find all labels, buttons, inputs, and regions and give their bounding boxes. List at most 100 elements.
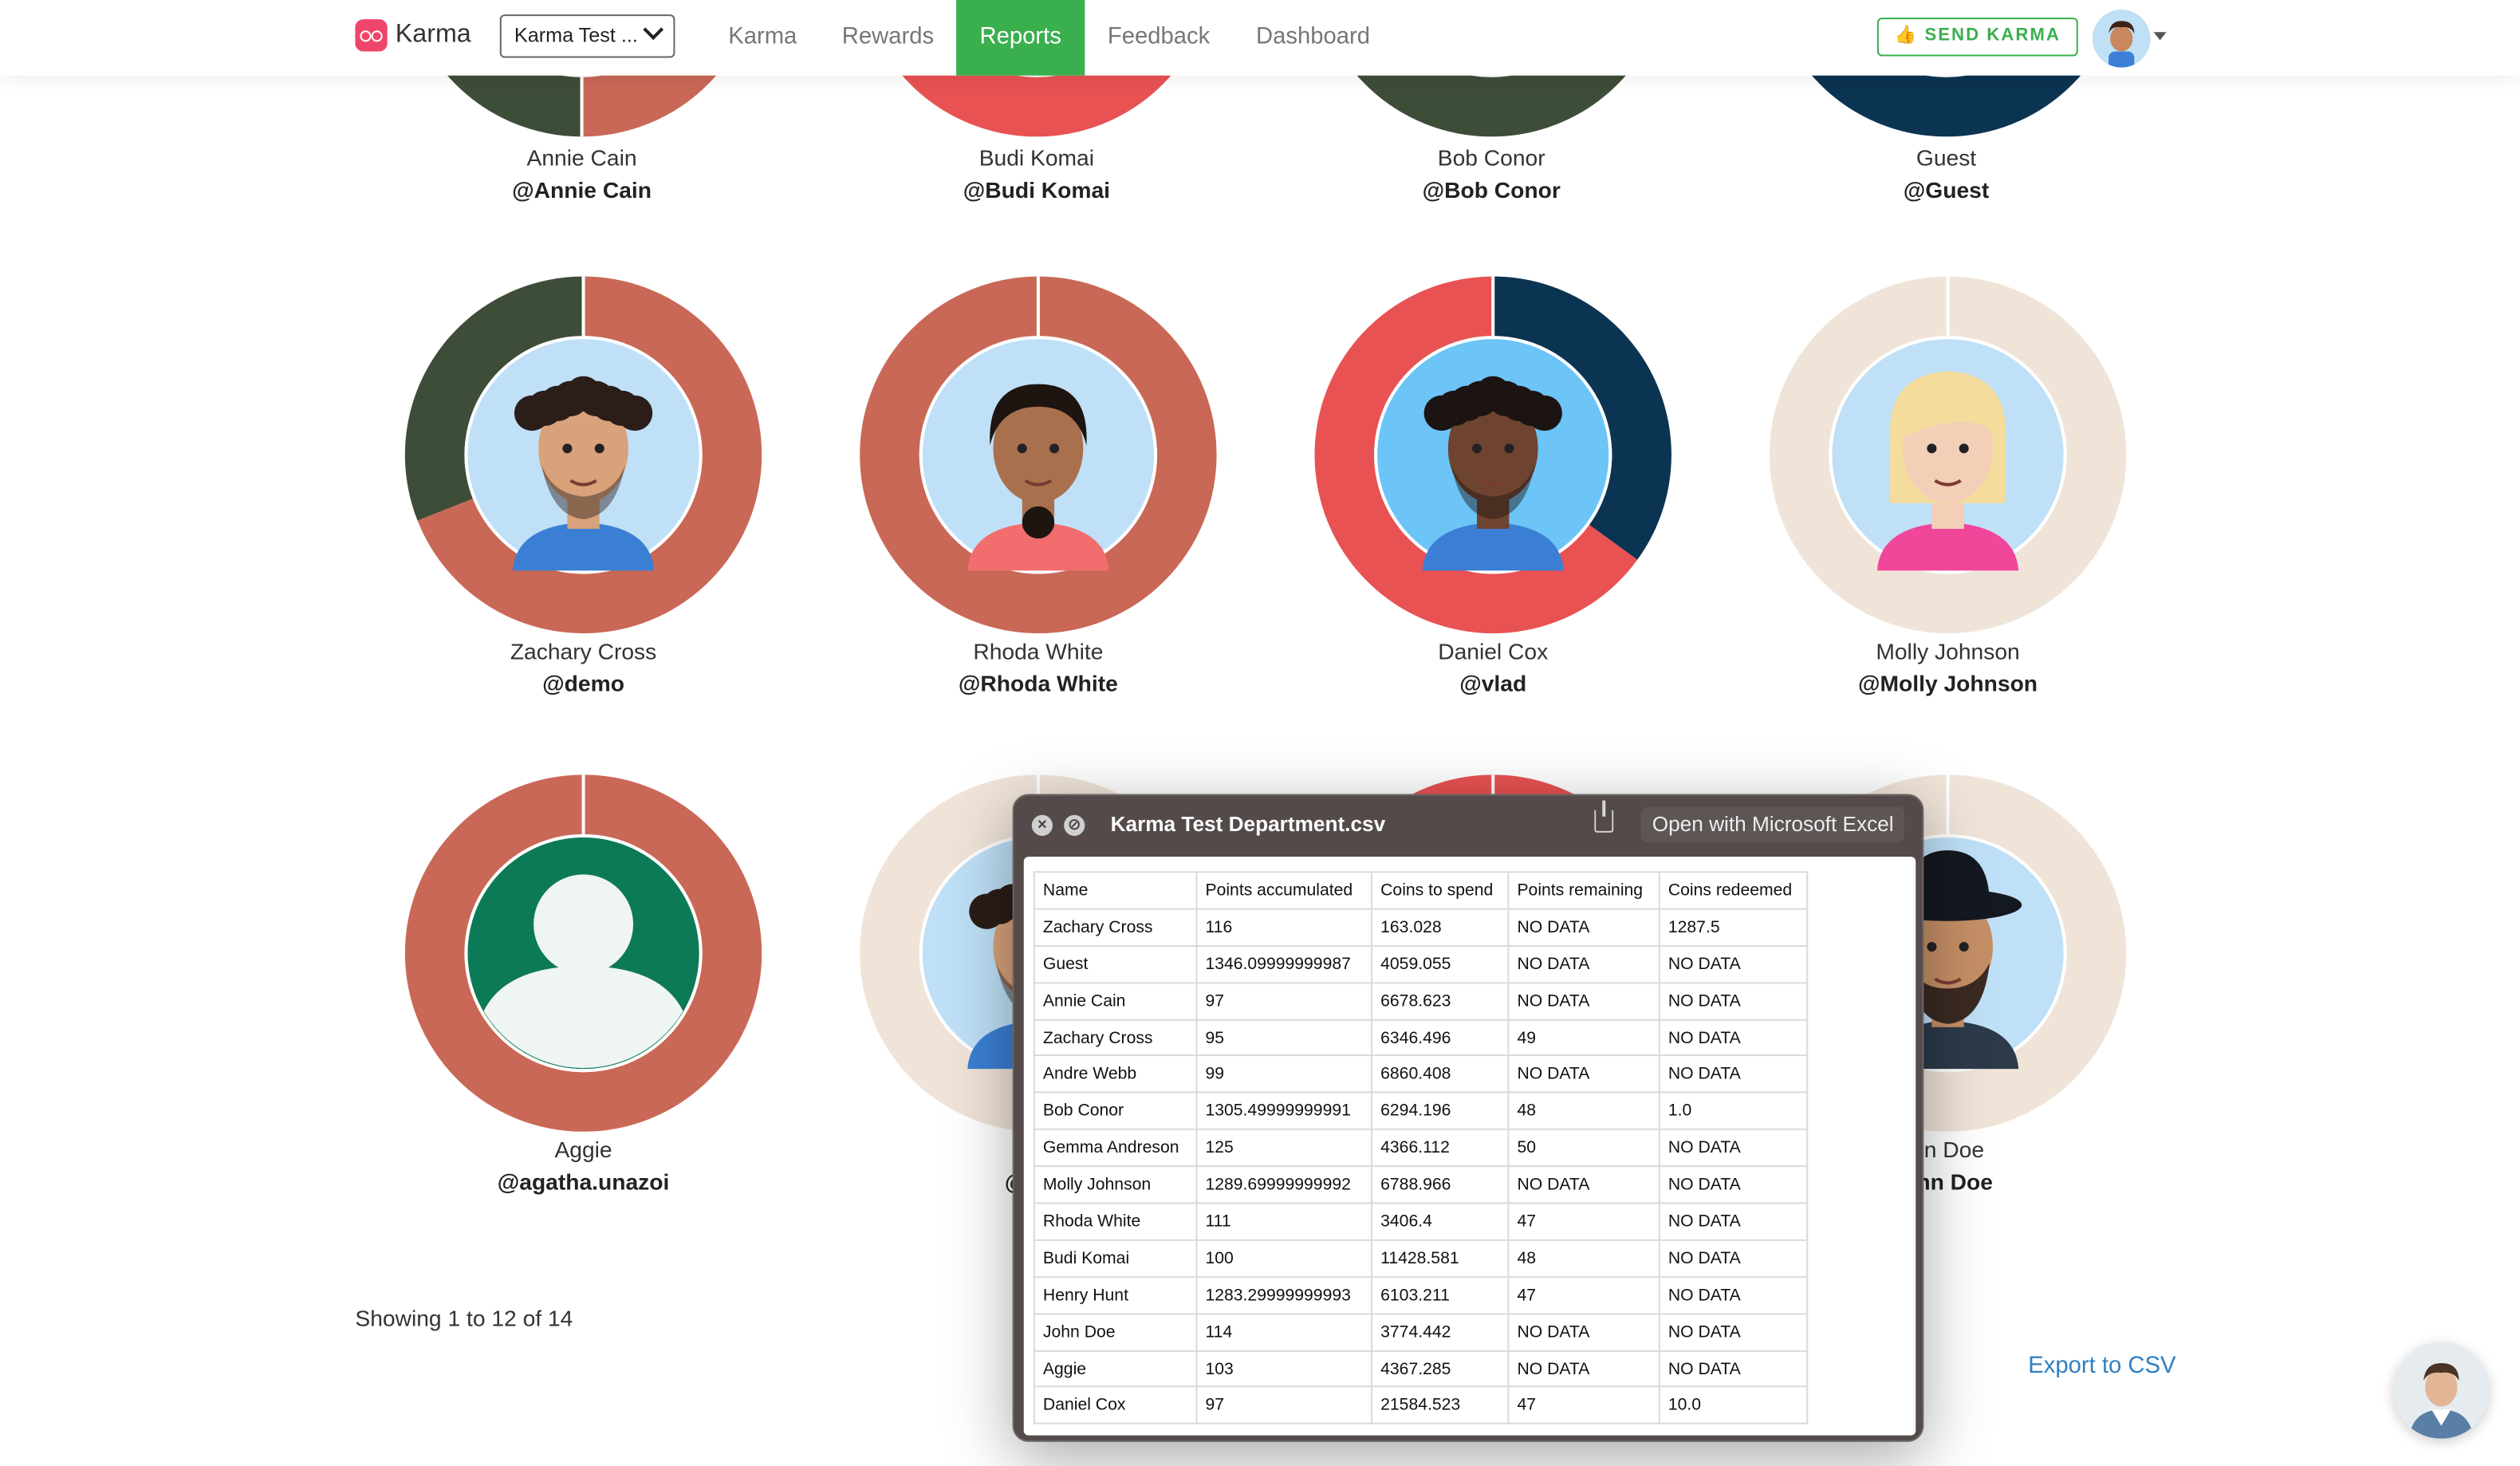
caret-down-icon[interactable] bbox=[2153, 32, 2167, 41]
user-card-name: Molly Johnson bbox=[1876, 638, 2020, 664]
share-icon[interactable] bbox=[1594, 800, 1614, 833]
csv-cell: NO DATA bbox=[1507, 1312, 1660, 1352]
brand[interactable]: Karma bbox=[355, 19, 471, 52]
csv-cell: 114 bbox=[1195, 1312, 1373, 1352]
karma-donut-chart bbox=[860, 276, 1217, 634]
csv-cell: Guest bbox=[1033, 944, 1198, 983]
csv-cell: NO DATA bbox=[1658, 1202, 1809, 1241]
csv-cell: NO DATA bbox=[1658, 1018, 1809, 1057]
user-card-name: Rhoda White bbox=[973, 638, 1104, 664]
user-card[interactable]: Zachary Cross @demo bbox=[404, 275, 763, 700]
user-card-handle: @Annie Cain bbox=[512, 176, 652, 203]
csv-cell: Budi Komai bbox=[1033, 1239, 1198, 1278]
default-user-icon bbox=[467, 837, 699, 1070]
quicklook-window: × ⊘ Karma Test Department.csv Open with … bbox=[1012, 794, 1924, 1442]
dark-curly-man-icon bbox=[1377, 339, 1609, 571]
csv-row: Aggie 103 4367.285 NO DATA NO DATA bbox=[1033, 1350, 1809, 1389]
csv-cell: Zachary Cross bbox=[1033, 908, 1198, 947]
brand-name: Karma bbox=[395, 21, 471, 49]
send-karma-button[interactable]: 👍 SEND KARMA bbox=[1876, 18, 2078, 57]
nav-item-feedback[interactable]: Feedback bbox=[1107, 24, 1211, 50]
csv-row: Daniel Cox 97 21584.523 47 10.0 bbox=[1033, 1386, 1809, 1425]
csv-cell: NO DATA bbox=[1507, 981, 1660, 1020]
csv-row: Henry Hunt 1283.29999999993 6103.211 47 NO D… bbox=[1033, 1275, 1809, 1314]
user-card[interactable]: Aggie @agatha.unazoi bbox=[404, 773, 763, 1197]
csv-cell: NO DATA bbox=[1658, 1054, 1809, 1094]
fullscreen-icon[interactable]: ⊘ bbox=[1064, 814, 1085, 836]
csv-cell: 6103.211 bbox=[1371, 1275, 1510, 1314]
csv-cell: 48 bbox=[1507, 1092, 1660, 1131]
nav-item-reports[interactable]: Reports bbox=[956, 0, 1085, 76]
csv-cell: 116 bbox=[1195, 908, 1373, 947]
csv-cell: Andre Webb bbox=[1033, 1054, 1198, 1094]
user-card-handle: @Bob Conor bbox=[1422, 176, 1561, 203]
csv-cell: Zachary Cross bbox=[1033, 1018, 1198, 1057]
csv-header-cell: Name bbox=[1033, 871, 1198, 910]
nav-item-dashboard[interactable]: Dashboard bbox=[1256, 24, 1370, 50]
csv-cell: NO DATA bbox=[1658, 1165, 1809, 1204]
csv-cell: NO DATA bbox=[1658, 1312, 1809, 1352]
csv-cell: 103 bbox=[1195, 1350, 1373, 1389]
csv-table: Name Points accumulated Coins to spend Poin… bbox=[1033, 871, 1809, 1425]
csv-cell: Aggie bbox=[1033, 1350, 1198, 1389]
csv-cell: 4367.285 bbox=[1371, 1350, 1510, 1389]
user-card-name: Guest bbox=[1916, 144, 1977, 171]
csv-cell: 125 bbox=[1195, 1129, 1373, 1168]
csv-cell: Annie Cain bbox=[1033, 981, 1198, 1020]
csv-cell: 1283.29999999993 bbox=[1195, 1275, 1373, 1314]
csv-header-row: Name Points accumulated Coins to spend Poin… bbox=[1033, 871, 1809, 910]
csv-header-cell: Points remaining bbox=[1507, 871, 1660, 910]
csv-row: Zachary Cross 116 163.028 NO DATA 1287.5 bbox=[1033, 908, 1809, 947]
user-card[interactable]: Molly Johnson @Molly Johnson bbox=[1768, 275, 2128, 700]
csv-cell: 48 bbox=[1507, 1239, 1660, 1278]
department-select[interactable]: Karma Test ... bbox=[499, 14, 675, 58]
user-avatar[interactable] bbox=[2092, 10, 2151, 68]
export-csv-link[interactable]: Export to CSV bbox=[2028, 1353, 2176, 1380]
user-card-name: Bob Conor bbox=[1437, 144, 1545, 171]
user-card-handle: @demo bbox=[542, 670, 624, 696]
user-card-name: Zachary Cross bbox=[510, 638, 657, 664]
csv-header-cell: Points accumulated bbox=[1195, 871, 1373, 910]
nav-item-rewards[interactable]: Rewards bbox=[841, 24, 935, 50]
csv-row: Annie Cain 97 6678.623 NO DATA NO DATA bbox=[1033, 981, 1809, 1020]
user-card-handle: @agatha.unazoi bbox=[497, 1168, 670, 1195]
csv-cell: NO DATA bbox=[1658, 944, 1809, 983]
department-select-value: Karma Test ... bbox=[514, 24, 638, 47]
csv-cell: Gemma Andreson bbox=[1033, 1129, 1198, 1168]
csv-cell: 1287.5 bbox=[1658, 908, 1809, 947]
user-card[interactable]: Rhoda White @Rhoda White bbox=[858, 275, 1218, 700]
open-with-excel-button[interactable]: Open with Microsoft Excel bbox=[1640, 806, 1905, 843]
support-person-icon bbox=[2392, 1342, 2490, 1439]
csv-row: John Doe 114 3774.442 NO DATA NO DATA bbox=[1033, 1312, 1809, 1352]
csv-row: Guest 1346.09999999987 4059.055 NO DATA NO D… bbox=[1033, 944, 1809, 983]
support-chat-avatar[interactable] bbox=[2392, 1342, 2490, 1439]
csv-cell: John Doe bbox=[1033, 1312, 1198, 1352]
csv-cell: NO DATA bbox=[1507, 1165, 1660, 1204]
csv-cell: NO DATA bbox=[1507, 908, 1660, 947]
close-icon[interactable]: × bbox=[1031, 814, 1053, 836]
user-card-handle: @Molly Johnson bbox=[1858, 670, 2038, 696]
user-card-name: Aggie bbox=[554, 1136, 612, 1163]
navbar: Karma Karma Test ... Karma Rewards Repor… bbox=[0, 0, 2520, 76]
csv-row: Zachary Cross 95 6346.496 49 NO DATA bbox=[1033, 1018, 1809, 1057]
user-card[interactable]: Daniel Cox @vlad bbox=[1313, 275, 1673, 700]
csv-cell: 99 bbox=[1195, 1054, 1373, 1094]
csv-cell: 47 bbox=[1507, 1202, 1660, 1241]
karma-donut-chart bbox=[1314, 276, 1671, 634]
csv-cell: 4366.112 bbox=[1371, 1129, 1510, 1168]
csv-cell: Rhoda White bbox=[1033, 1202, 1198, 1241]
user-avatar-icon bbox=[2092, 10, 2151, 68]
csv-cell: Daniel Cox bbox=[1033, 1386, 1198, 1425]
csv-cell: 100 bbox=[1195, 1239, 1373, 1278]
csv-cell: 1.0 bbox=[1658, 1092, 1809, 1131]
karma-donut-chart bbox=[1769, 276, 2127, 634]
csv-cell: 6678.623 bbox=[1371, 981, 1510, 1020]
nav-item-karma[interactable]: Karma bbox=[728, 24, 797, 50]
csv-cell: 47 bbox=[1507, 1386, 1660, 1425]
csv-cell: NO DATA bbox=[1658, 981, 1809, 1020]
csv-header-cell: Coins to spend bbox=[1371, 871, 1510, 910]
csv-cell: NO DATA bbox=[1507, 1350, 1660, 1389]
csv-cell: 49 bbox=[1507, 1018, 1660, 1057]
csv-cell: 6788.966 bbox=[1371, 1165, 1510, 1204]
